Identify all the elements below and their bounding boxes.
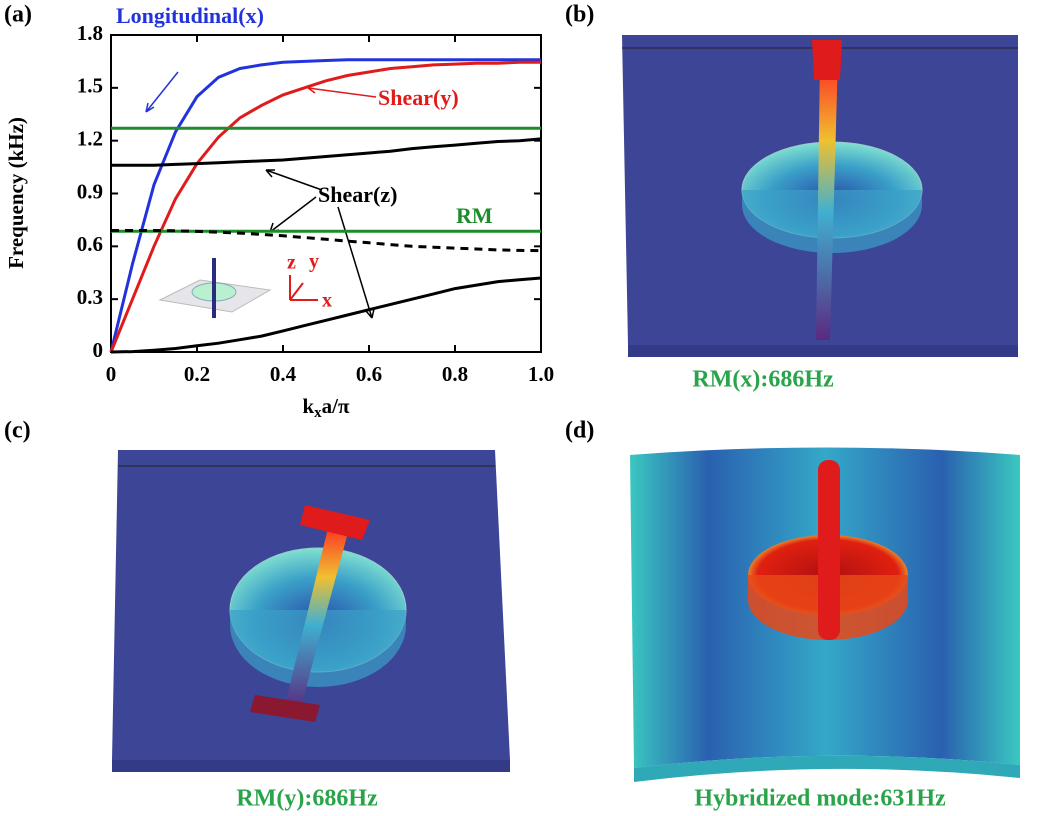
series-line [111, 231, 541, 251]
axis-y [290, 283, 303, 300]
y-tick-label: 1.5 [77, 74, 103, 98]
panel-caption: Hybridized mode:631Hz [694, 786, 946, 812]
panel-label: (c) [4, 418, 31, 444]
inset-axis-label: x [322, 290, 332, 312]
plate-edge [112, 760, 510, 772]
arrow [270, 197, 316, 232]
rod [818, 460, 840, 640]
annotation: Shear(y) [378, 85, 459, 110]
y-tick-label: 0.3 [77, 285, 103, 309]
y-axis-label: Frequency (kHz) [4, 117, 28, 269]
panel-label: (a) [4, 2, 32, 28]
panel-c-render [112, 450, 510, 772]
y-tick-label: 0.6 [77, 232, 103, 256]
y-tick-label: 1.8 [77, 21, 103, 45]
y-tick-label: 0 [93, 338, 104, 362]
arrow [146, 72, 178, 112]
panel-caption: RM(y):686Hz [236, 786, 378, 812]
x-tick-label: 0.6 [356, 362, 382, 386]
panel-d-render [630, 448, 1020, 783]
x-label-part: k [302, 394, 314, 418]
inset-axis-label: y [309, 251, 319, 273]
x-tick-label: 0 [106, 362, 117, 386]
y-tick-label: 0.9 [77, 179, 103, 203]
inset-axes [290, 275, 318, 300]
panel-b-render [622, 35, 1018, 357]
panel-caption: RM(x):686Hz [692, 367, 834, 393]
arrow [338, 207, 374, 318]
arrow [308, 84, 376, 97]
x-axis-label: kxa/π [302, 394, 350, 422]
series-line [111, 139, 541, 165]
y-tick-label: 1.2 [77, 126, 103, 150]
x-tick-label: 1.0 [528, 362, 554, 386]
arrow-cluster [812, 40, 842, 80]
x-tick-label: 0.8 [442, 362, 468, 386]
panel-label: (b) [565, 2, 594, 28]
annotation: Longitudinal(x) [116, 3, 264, 28]
annotation: Shear(z) [318, 182, 397, 207]
x-tick-label: 0.4 [270, 362, 297, 386]
x-tick-label: 0.2 [184, 362, 210, 386]
panel-label: (d) [565, 418, 594, 444]
plate-edge [628, 345, 1018, 357]
inset-axis-label: z [287, 252, 296, 274]
x-label-part: a/π [322, 394, 350, 418]
figure: Frequency (kHz) kxa/π z y x 00.30.60.91.… [0, 0, 1038, 816]
inset-icon: z y x [160, 251, 332, 318]
chart-panel: Frequency (kHz) kxa/π z y x 00.30.60.91.… [4, 3, 554, 421]
annotation: RM [456, 203, 493, 228]
arrow [266, 170, 322, 190]
